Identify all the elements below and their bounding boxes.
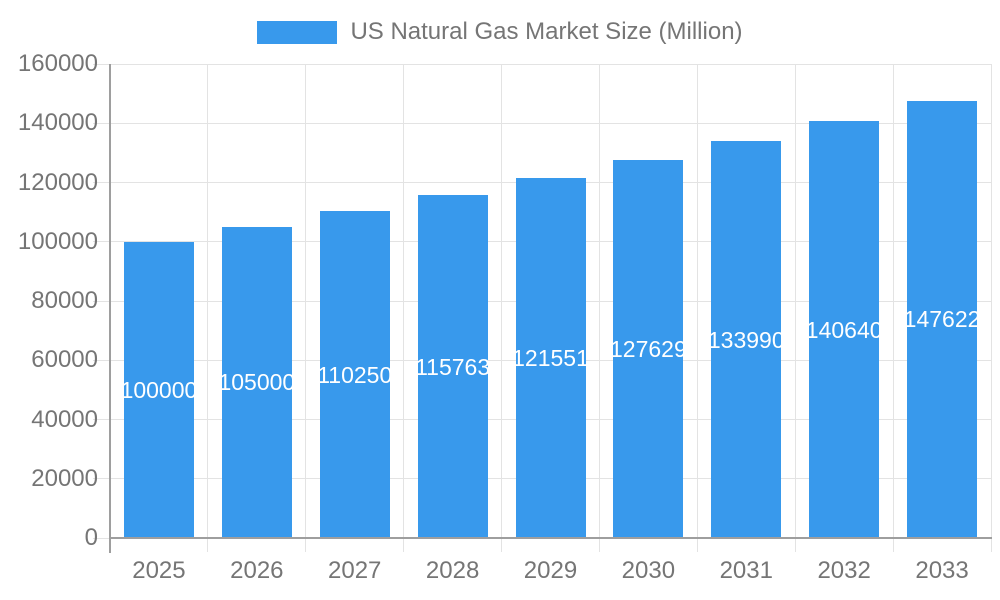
bar-value-label: 115763 bbox=[415, 353, 491, 380]
gridline-vertical bbox=[305, 64, 307, 538]
x-axis-tick bbox=[305, 538, 307, 552]
y-axis-tick bbox=[93, 300, 110, 302]
x-axis-tick-label: 2026 bbox=[230, 557, 284, 584]
bar-value-label: 140640 bbox=[805, 316, 883, 343]
y-axis-tick-label: 120000 bbox=[17, 168, 98, 196]
bar[interactable] bbox=[515, 177, 586, 538]
x-axis-line bbox=[110, 537, 992, 539]
y-axis-tick-label: 20000 bbox=[31, 464, 98, 492]
bar-value-label: 133990 bbox=[707, 326, 785, 353]
x-axis-tick bbox=[892, 538, 894, 552]
y-axis-tick-label: 140000 bbox=[17, 109, 98, 137]
gridline-horizontal bbox=[110, 122, 991, 124]
chart-legend[interactable]: US Natural Gas Market Size (Million) bbox=[0, 18, 1000, 46]
bar[interactable] bbox=[809, 121, 880, 538]
y-axis-line bbox=[109, 64, 111, 553]
gridline-vertical bbox=[598, 64, 600, 538]
x-axis-tick bbox=[598, 538, 600, 552]
y-axis-tick bbox=[93, 241, 110, 243]
gridline-vertical bbox=[696, 64, 698, 538]
gridline-horizontal bbox=[110, 63, 991, 65]
legend-label: US Natural Gas Market Size (Million) bbox=[350, 18, 743, 45]
y-axis-tick bbox=[93, 419, 110, 420]
bar[interactable] bbox=[711, 141, 782, 538]
legend-swatch bbox=[257, 20, 338, 44]
gridline-vertical bbox=[794, 64, 796, 538]
x-axis-tick-label: 2029 bbox=[523, 557, 578, 584]
bar-value-label: 121551 bbox=[512, 344, 589, 371]
bar[interactable] bbox=[417, 195, 488, 538]
bar-value-label: 147622 bbox=[903, 306, 981, 333]
x-axis-tick-label: 2025 bbox=[132, 557, 186, 584]
bar-value-label: 100000 bbox=[120, 376, 198, 403]
y-axis-tick bbox=[93, 122, 110, 124]
bar[interactable] bbox=[907, 100, 978, 538]
x-axis-tick-label: 2028 bbox=[425, 557, 480, 584]
x-axis-tick-label: 2032 bbox=[817, 557, 871, 584]
y-axis-tick bbox=[93, 182, 110, 183]
gridline-vertical bbox=[403, 64, 405, 538]
gridline-vertical bbox=[892, 64, 894, 538]
x-axis-tick bbox=[207, 538, 209, 552]
y-axis-tick bbox=[93, 359, 110, 361]
bar[interactable] bbox=[319, 211, 390, 538]
bar[interactable] bbox=[123, 241, 194, 538]
x-axis-tick-label: 2033 bbox=[915, 557, 969, 584]
gridline-vertical bbox=[990, 64, 992, 538]
bar-value-label: 110250 bbox=[317, 361, 393, 388]
y-axis-tick bbox=[93, 478, 110, 480]
bar[interactable] bbox=[221, 226, 292, 538]
gridline-vertical bbox=[501, 64, 503, 538]
y-axis-tick-label: 160000 bbox=[17, 50, 98, 77]
gridline-vertical bbox=[207, 64, 209, 538]
bar-value-label: 105000 bbox=[218, 369, 296, 396]
bar-value-label: 127629 bbox=[610, 335, 687, 362]
x-axis-tick-label: 2031 bbox=[719, 557, 773, 584]
bar[interactable] bbox=[613, 159, 684, 538]
x-axis-tick-label: 2030 bbox=[621, 557, 676, 584]
x-axis-tick bbox=[403, 538, 405, 552]
x-axis-tick bbox=[990, 538, 992, 552]
y-axis-tick-label: 40000 bbox=[31, 405, 98, 433]
y-axis-tick bbox=[93, 537, 110, 539]
y-axis-tick-label: 0 bbox=[84, 524, 98, 551]
y-axis-tick-label: 100000 bbox=[17, 227, 98, 255]
x-axis-tick bbox=[696, 538, 698, 552]
x-axis-tick bbox=[794, 538, 796, 552]
y-axis-tick bbox=[93, 63, 110, 65]
x-axis-tick bbox=[501, 538, 503, 552]
y-axis-tick-label: 80000 bbox=[31, 287, 98, 314]
x-axis-tick-label: 2027 bbox=[328, 557, 382, 584]
y-axis-tick-label: 60000 bbox=[31, 346, 98, 374]
